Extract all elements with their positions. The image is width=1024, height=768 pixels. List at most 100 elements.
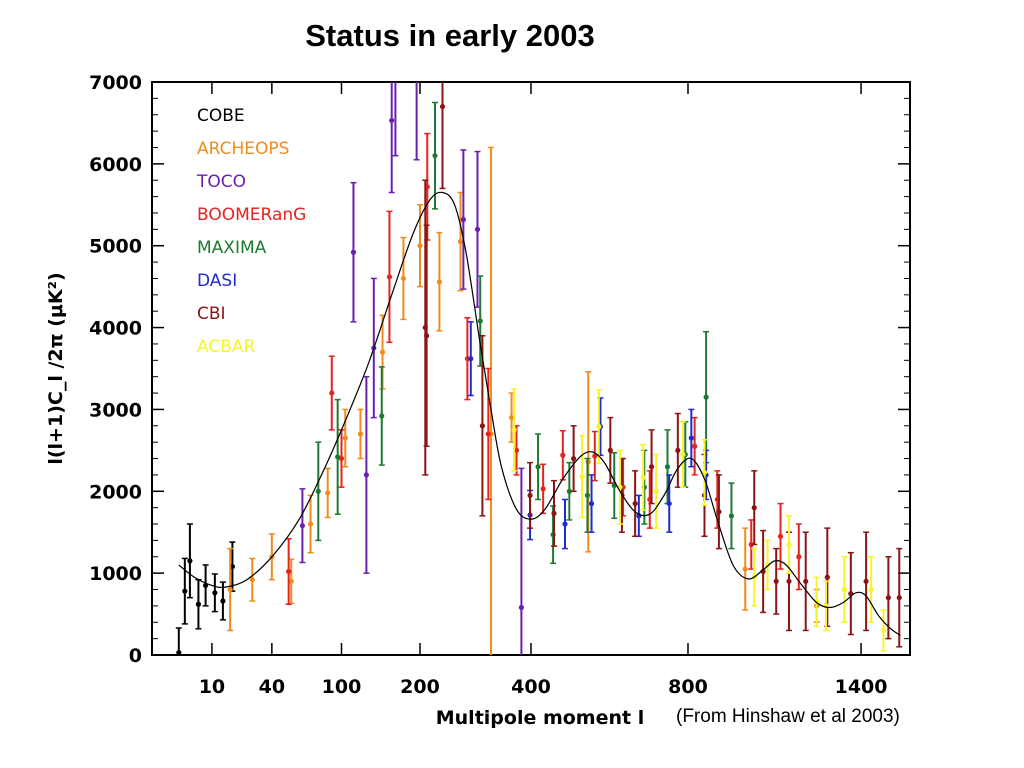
- marker: [474, 226, 481, 232]
- marker: [777, 533, 784, 539]
- data-point: [535, 433, 542, 501]
- data-points: [175, 82, 903, 655]
- data-point: [328, 355, 335, 431]
- marker: [212, 590, 218, 596]
- x-tick-label: 40: [259, 676, 285, 698]
- data-point: [527, 461, 534, 529]
- marker: [363, 472, 369, 478]
- y-tick-label: 2000: [89, 481, 142, 503]
- y-tick-label: 0: [129, 645, 142, 667]
- marker: [632, 500, 638, 507]
- series-dasi: [467, 321, 710, 550]
- marker: [288, 578, 294, 584]
- marker: [773, 578, 779, 584]
- data-point: [439, 82, 446, 190]
- x-tick-label: 200: [400, 676, 440, 698]
- data-point: [688, 408, 695, 468]
- marker: [607, 447, 613, 453]
- marker: [596, 424, 602, 430]
- data-point: [863, 531, 870, 632]
- marker: [357, 431, 364, 437]
- marker: [286, 568, 292, 575]
- data-point: [570, 425, 577, 493]
- marker: [432, 153, 438, 159]
- data-point: [423, 224, 430, 448]
- marker: [824, 574, 830, 580]
- y-tick-label: 5000: [89, 236, 142, 258]
- marker: [187, 558, 193, 564]
- marker: [648, 464, 655, 470]
- data-point: [777, 502, 784, 570]
- series-archeops: [227, 146, 820, 655]
- data-point: [431, 101, 438, 210]
- data-point: [562, 498, 569, 550]
- data-point: [588, 474, 595, 533]
- marker: [688, 435, 694, 441]
- marker: [592, 453, 598, 459]
- marker: [584, 492, 591, 498]
- marker: [680, 451, 686, 458]
- data-point: [219, 581, 226, 621]
- data-point: [400, 236, 407, 321]
- marker: [666, 500, 672, 507]
- model-curve: [178, 191, 901, 636]
- marker: [560, 452, 566, 458]
- legend-entry-toco: TOCO: [196, 172, 246, 192]
- marker: [307, 521, 314, 527]
- data-point: [386, 210, 393, 344]
- marker: [716, 509, 722, 515]
- data-point: [666, 474, 673, 533]
- marker: [195, 601, 202, 607]
- marker: [675, 447, 681, 453]
- data-point: [227, 547, 234, 632]
- data-point: [550, 479, 557, 547]
- data-point: [632, 470, 639, 538]
- data-point: [584, 457, 591, 533]
- data-point: [674, 412, 681, 488]
- marker: [571, 455, 577, 462]
- marker: [803, 578, 809, 584]
- data-point: [342, 408, 349, 468]
- series-maxima: [315, 101, 735, 565]
- marker: [868, 586, 874, 593]
- marker: [640, 474, 646, 480]
- marker: [379, 349, 386, 355]
- data-point: [357, 408, 364, 460]
- marker: [389, 117, 395, 124]
- marker: [329, 390, 335, 396]
- marker: [764, 562, 771, 568]
- marker: [703, 394, 709, 400]
- y-axis-label: l(l+1)C_l /2π (μK²): [45, 272, 67, 464]
- marker: [751, 505, 757, 511]
- marker: [220, 598, 226, 604]
- data-point: [640, 443, 647, 511]
- marker: [896, 595, 902, 601]
- marker: [315, 488, 321, 494]
- data-point: [813, 576, 820, 628]
- data-point: [392, 82, 399, 157]
- data-point: [175, 627, 182, 655]
- data-point: [467, 321, 474, 397]
- series-cbi: [422, 82, 903, 648]
- marker: [880, 627, 887, 634]
- data-point: [648, 429, 655, 505]
- marker: [342, 435, 348, 441]
- data-point: [513, 425, 520, 476]
- marker: [325, 490, 331, 496]
- data-point: [249, 557, 256, 602]
- marker: [796, 554, 802, 560]
- x-tick-label: 800: [668, 676, 708, 698]
- legend-entry-boomerang: BOOMERanG: [197, 205, 306, 225]
- data-point: [595, 389, 602, 465]
- y-tick-label: 1000: [89, 563, 142, 585]
- source-credit: (From Hinshaw et al 2003): [676, 706, 900, 727]
- legend-entry-archeops: ARCHEOPS: [197, 139, 289, 159]
- series-boomerang: [285, 132, 802, 605]
- marker: [460, 216, 466, 223]
- marker: [786, 578, 792, 584]
- marker: [417, 243, 423, 249]
- data-point: [324, 467, 331, 519]
- data-point: [841, 556, 848, 624]
- data-point: [742, 527, 749, 611]
- marker: [551, 510, 557, 516]
